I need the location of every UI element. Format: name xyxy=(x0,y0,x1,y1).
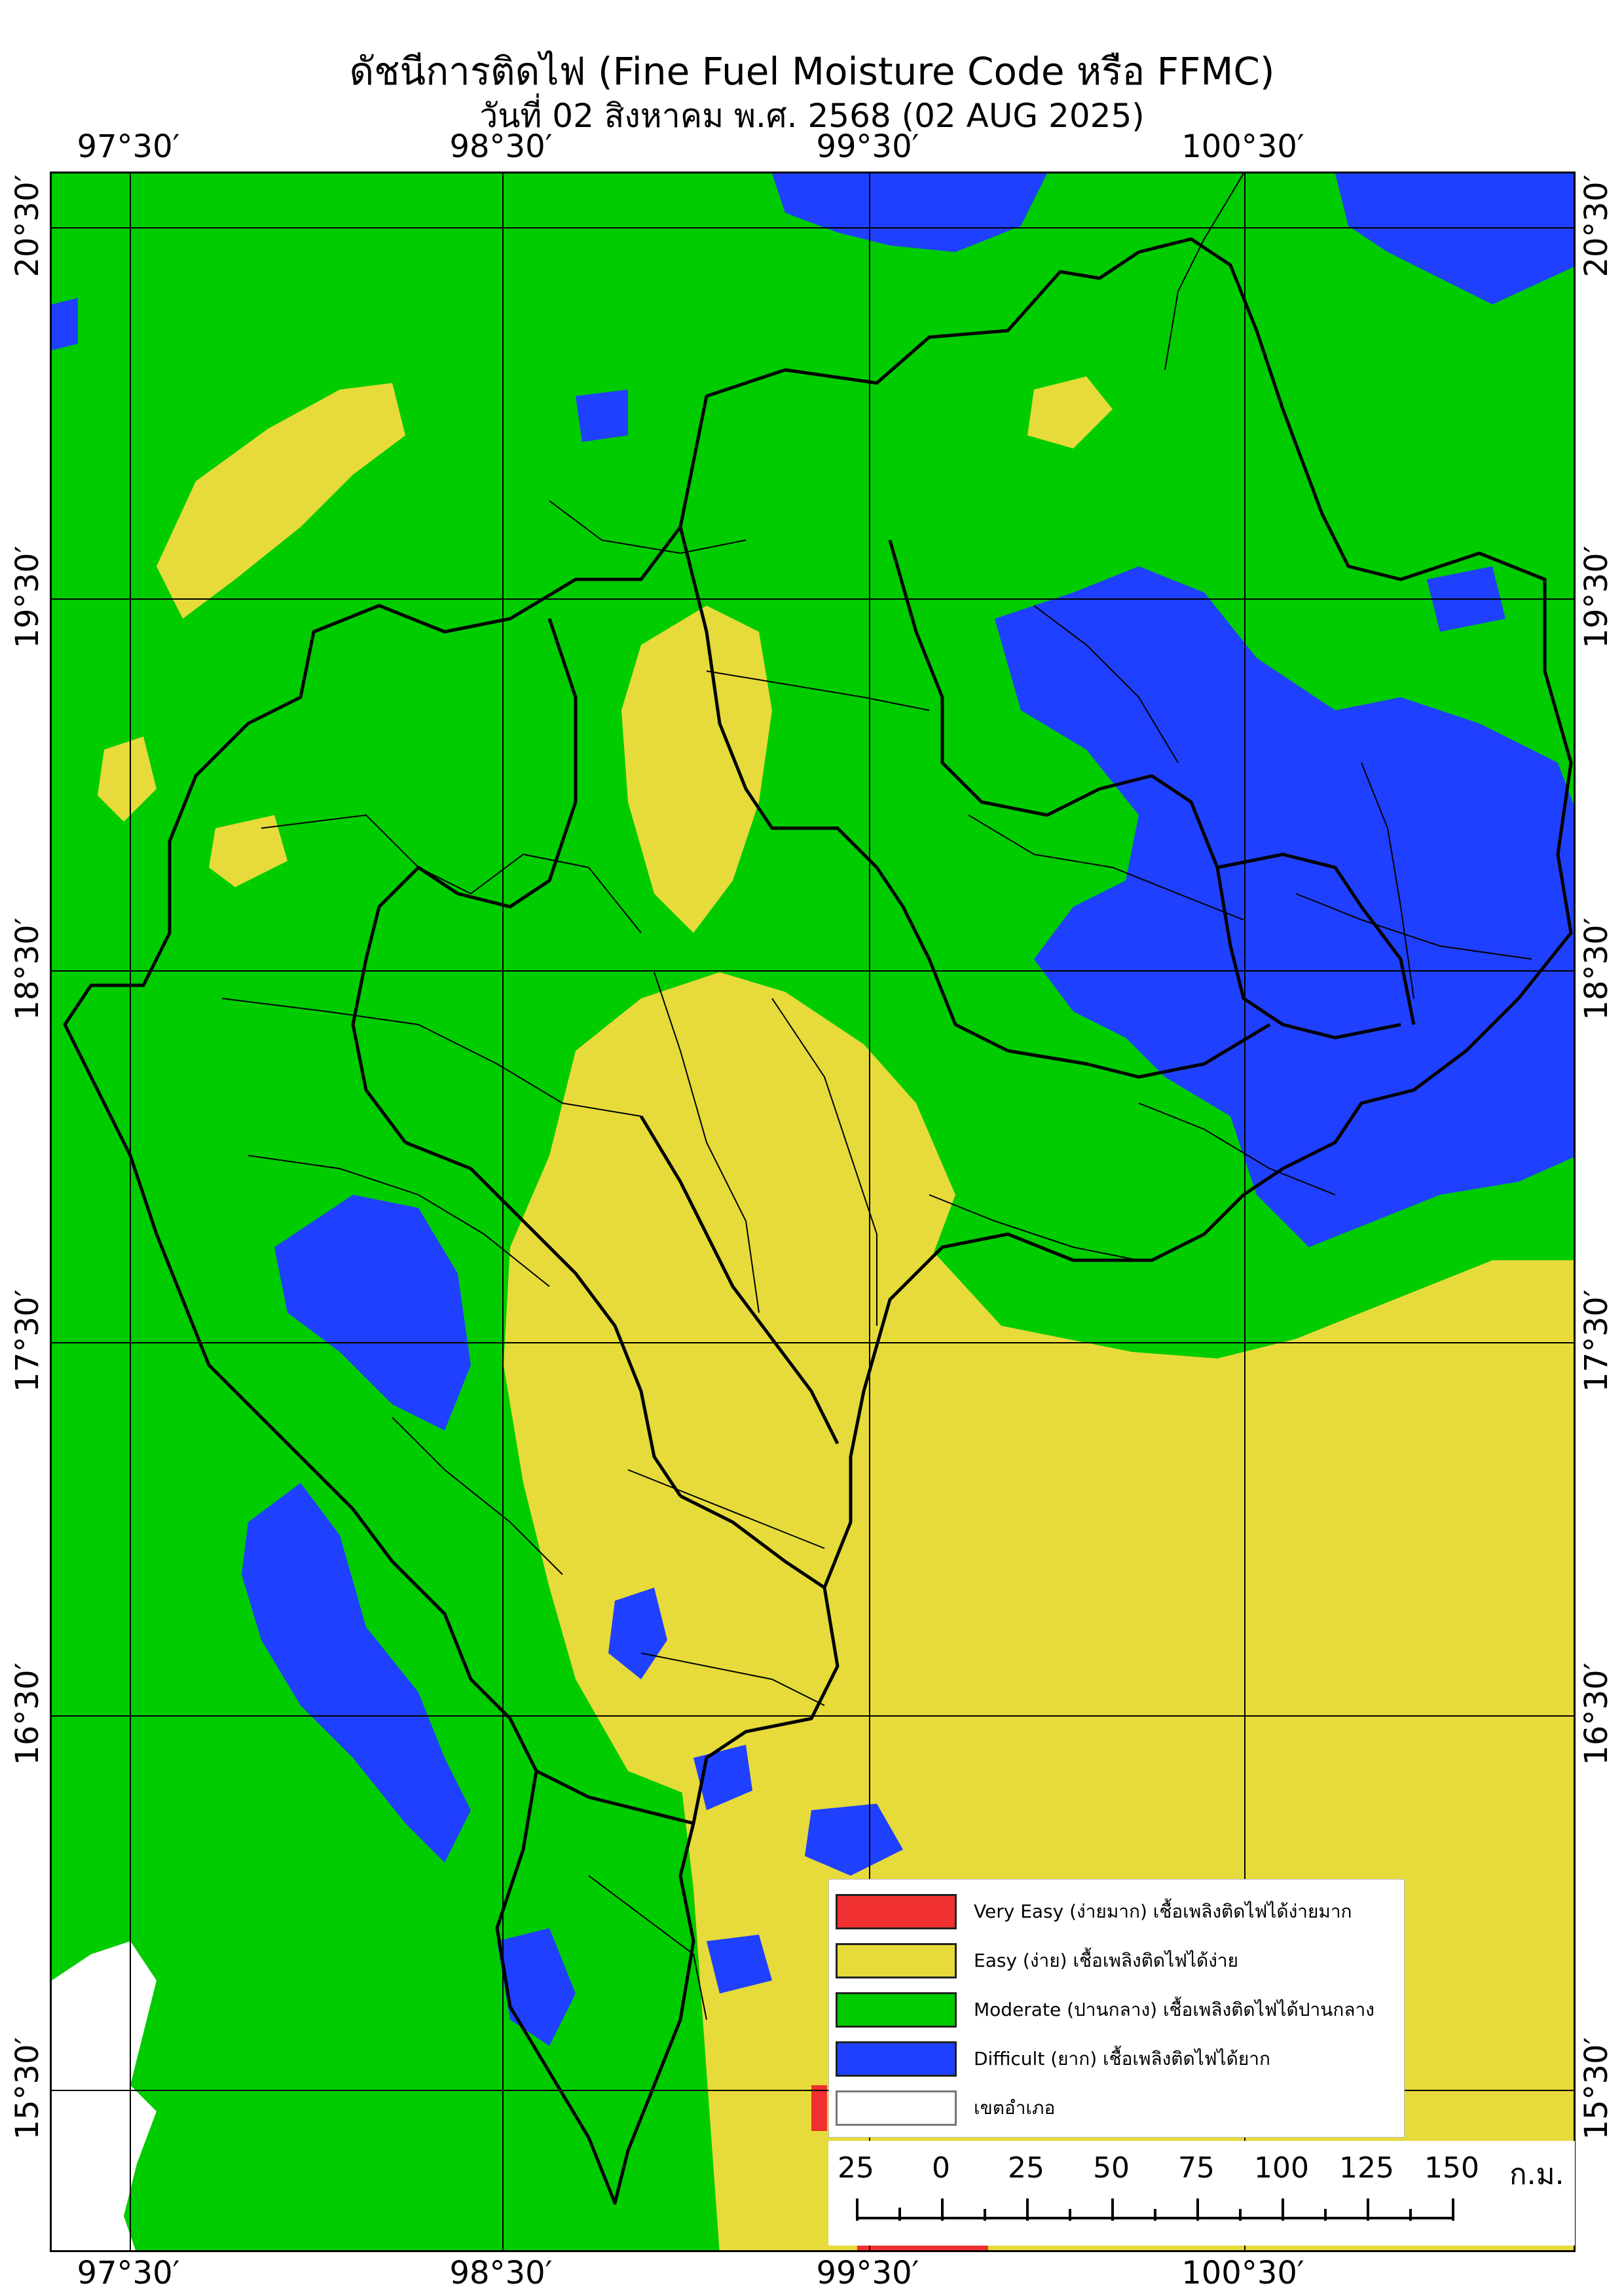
lon-label-top-1: 97°30′ xyxy=(77,128,180,165)
district-boundary-2 xyxy=(221,998,642,1117)
lat-label-left-5: 16°30′ xyxy=(9,1662,46,1766)
province-boundary-outer xyxy=(63,237,1573,2205)
lat-label-left-3: 18°30′ xyxy=(9,917,46,1021)
province-boundary-2 xyxy=(888,539,1401,1040)
legend-row-difficult: Difficult (ยาก) เชื้อเพลิงติดไฟได้ยาก xyxy=(836,2040,1270,2078)
difficult-zone-misc-4 xyxy=(576,390,628,442)
district-boundary-9 xyxy=(627,1469,825,1549)
district-boundary-4 xyxy=(654,972,760,1313)
district-boundary-16 xyxy=(392,1417,563,1575)
difficult-zone-west-2 xyxy=(242,1483,471,1863)
difficult-zone-northeast-top xyxy=(1335,173,1574,304)
legend-swatch-moderate xyxy=(836,1992,957,2028)
difficult-zone-mid-west xyxy=(608,1588,667,1679)
scale-bar: 25 0 25 50 75 100 125 150 ก.ม. xyxy=(828,2141,1575,2246)
legend-label-very-easy: Very Easy (ง่ายมาก) เชื้อเพลิงติดไฟได้ง่… xyxy=(974,1901,1352,1922)
easy-zone-west-spots-2 xyxy=(209,815,287,887)
lon-label-top-4: 100°30′ xyxy=(1181,128,1304,165)
province-boundary-4 xyxy=(1007,1023,1271,1079)
difficult-zone-misc-2 xyxy=(693,1745,752,1810)
province-boundary-9 xyxy=(1217,852,1416,1025)
map-subtitle: วันที่ 02 สิงหาคม พ.ศ. 2568 (02 AUG 2025… xyxy=(479,97,1145,135)
district-boundary-3 xyxy=(248,1155,550,1287)
easy-zone-central xyxy=(504,972,955,1797)
legend-swatch-district xyxy=(836,2090,957,2126)
scale-tick-label-5: 75 xyxy=(1178,2151,1215,2185)
lat-label-right-4: 17°30′ xyxy=(1578,1289,1615,1393)
graticule xyxy=(52,173,1574,2250)
district-boundary-14 xyxy=(929,1194,1139,1261)
district-boundary-11 xyxy=(1295,893,1532,960)
lat-label-right-6: 15°30′ xyxy=(1578,2037,1615,2140)
district-boundary-5 xyxy=(771,998,877,1326)
easy-zone-west-spots xyxy=(98,737,157,822)
difficult-zone-north-top xyxy=(772,173,1047,252)
easy-zone-north-center xyxy=(621,606,772,933)
legend-label-easy: Easy (ง่าย) เชื้อเพลิงติดไฟได้ง่าย xyxy=(974,1950,1239,1971)
easy-zone-northwest-streak xyxy=(157,383,405,619)
scale-unit: ก.ม. xyxy=(1509,2158,1564,2191)
map-legend: Very Easy (ง่ายมาก) เชื้อเพลิงติดไฟได้ง่… xyxy=(828,1879,1405,2138)
scale-tick-label-7: 125 xyxy=(1339,2151,1394,2185)
district-boundary-17 xyxy=(1164,173,1244,371)
province-boundary-7 xyxy=(679,1494,826,1590)
scale-bar-line xyxy=(856,2198,1454,2221)
lon-label-bottom-1: 97°30′ xyxy=(77,2255,180,2291)
legend-row-moderate: Moderate (ปานกลาง) เชื้อเพลิงติดไฟได้ปาน… xyxy=(836,1991,1375,2029)
scale-tick-label-3: 25 xyxy=(1008,2151,1044,2185)
province-boundary-6 xyxy=(639,1115,840,1445)
difficult-zones xyxy=(52,173,1574,2046)
lat-label-right-2: 19°30′ xyxy=(1578,545,1615,649)
province-boundaries xyxy=(63,237,1573,2205)
legend-label-district: เขตอำเภอ xyxy=(974,2097,1056,2119)
very-easy-zone-1 xyxy=(811,2085,827,2131)
scale-tick-label-6: 100 xyxy=(1254,2151,1309,2185)
lon-label-bottom-3: 99°30′ xyxy=(816,2255,919,2291)
province-boundary-5 xyxy=(405,1140,682,1497)
legend-swatch-difficult xyxy=(836,2041,957,2077)
lat-label-left-6: 15°30′ xyxy=(9,2037,46,2140)
district-boundary-7 xyxy=(1033,605,1179,763)
legend-label-moderate: Moderate (ปานกลาง) เชื้อเพลิงติดไฟได้ปาน… xyxy=(974,1999,1375,2020)
legend-swatch-very-easy xyxy=(836,1894,957,1929)
district-boundary-13 xyxy=(1138,1102,1336,1195)
map-title: ดัชนีการติดไฟ (Fine Fuel Moisture Code ห… xyxy=(349,49,1275,94)
province-boundary-8 xyxy=(535,1769,694,1825)
lat-label-left-2: 19°30′ xyxy=(9,545,46,649)
legend-row-district: เขตอำเภอ xyxy=(836,2089,1055,2127)
district-boundaries xyxy=(221,173,1532,2020)
difficult-zone-misc-3 xyxy=(707,1935,772,1994)
legend-row-easy: Easy (ง่าย) เชื้อเพลิงติดไฟได้ง่าย xyxy=(836,1942,1238,1980)
lon-label-top-2: 98°30′ xyxy=(449,128,553,165)
scale-tick-label-4: 50 xyxy=(1093,2151,1130,2185)
legend-swatch-easy xyxy=(836,1943,957,1978)
lat-label-right-3: 18°30′ xyxy=(1578,917,1615,1021)
legend-label-difficult: Difficult (ยาก) เชื้อเพลิงติดไฟได้ยาก xyxy=(974,2048,1270,2069)
district-boundary-12 xyxy=(1361,762,1414,999)
district-boundary-8 xyxy=(706,670,930,711)
district-boundary-1 xyxy=(261,814,642,934)
difficult-zone-misc-5 xyxy=(52,298,78,350)
district-boundary-15 xyxy=(588,1875,707,2020)
scale-tick-label-1: 25 xyxy=(838,2151,874,2185)
province-boundary-3 xyxy=(351,618,578,1144)
district-boundary-10 xyxy=(640,1652,825,1706)
lat-label-right-5: 16°30′ xyxy=(1578,1662,1615,1766)
lon-label-bottom-2: 98°30′ xyxy=(449,2255,553,2291)
difficult-zone-west-1 xyxy=(274,1195,471,1430)
lon-label-bottom-4: 100°30′ xyxy=(1181,2255,1304,2291)
difficult-zone-misc-1 xyxy=(805,1804,903,1876)
legend-row-very-easy: Very Easy (ง่ายมาก) เชื้อเพลิงติดไฟได้ง่… xyxy=(836,1893,1352,1931)
lat-label-right-1: 20°30′ xyxy=(1578,174,1615,278)
lon-label-top-3: 99°30′ xyxy=(816,128,919,165)
district-boundary-18 xyxy=(549,500,747,555)
lat-label-left-4: 17°30′ xyxy=(9,1289,46,1393)
lat-label-left-1: 20°30′ xyxy=(9,174,46,278)
easy-zone-north-small xyxy=(1027,376,1113,448)
scale-tick-label-8: 150 xyxy=(1424,2151,1479,2185)
district-boundary-6 xyxy=(968,814,1244,920)
province-boundary-1 xyxy=(678,526,1009,1053)
scale-tick-label-2: 0 xyxy=(932,2151,950,2185)
